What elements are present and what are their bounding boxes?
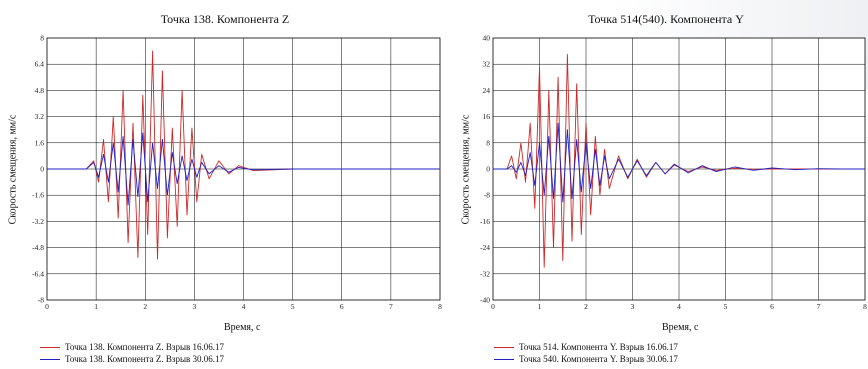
- y-tick-label: -8: [38, 296, 44, 305]
- x-tick-label: 1: [94, 302, 98, 311]
- x-tick-label: 0: [45, 302, 49, 311]
- y-tick-label: 40: [483, 34, 491, 43]
- chart-title: Точка 514(540). Компонента Y: [588, 12, 744, 26]
- legend: Точка 138. Компонента Z. Взрыв 16.06.17 …: [40, 341, 224, 365]
- legend-item: Точка 514. Компонента Y. Взрыв 16.06.17: [494, 341, 678, 353]
- legend-item: Точка 138. Компонента Z. Взрыв 16.06.17: [40, 341, 224, 353]
- x-tick-label: 5: [724, 302, 728, 311]
- y-tick-label: 24: [483, 86, 491, 95]
- y-tick-label: -8: [484, 191, 490, 200]
- x-tick-label: 5: [291, 302, 295, 311]
- legend-label: Точка 540. Компонента Y. Взрыв 30.06.17: [519, 354, 678, 364]
- chart-panel-left: Точка 138. Компонента Z Скорость смещени…: [8, 12, 443, 365]
- legend-swatch-blue: [494, 358, 514, 360]
- x-tick-label: 4: [242, 302, 246, 311]
- y-tick-label: 0: [40, 165, 44, 174]
- x-tick-label: 2: [143, 302, 147, 311]
- legend-item: Точка 540. Компонента Y. Взрыв 30.06.17: [494, 353, 678, 365]
- y-tick-label: 0: [486, 165, 490, 174]
- y-tick-label: -4.8: [32, 243, 44, 252]
- chart-plot-area: 0 1 2 3 4 5 6 7 8 40 32 24 16 8 0 -8 -16 -24 -32 -40: [480, 34, 867, 312]
- legend-label: Точка 514. Компонента Y. Взрыв 16.06.17: [519, 342, 678, 352]
- chart-panel-right: Точка 514(540). Компонента Y Скорость см…: [456, 0, 868, 369]
- legend-swatch-red: [494, 346, 514, 348]
- x-tick-label: 6: [340, 302, 344, 311]
- y-tick-label: 8: [486, 138, 490, 147]
- y-tick-label: 32: [483, 60, 491, 69]
- y-tick-label: -6.4: [32, 269, 44, 278]
- x-tick-label: 8: [863, 302, 867, 311]
- y-tick-label: 16: [483, 112, 491, 121]
- y-tick-label: -3.2: [32, 217, 44, 226]
- legend-item: Точка 138. Компонента Z. Взрыв 30.06.17: [40, 353, 224, 365]
- x-tick-label: 7: [389, 302, 393, 311]
- x-tick-label: 3: [631, 302, 635, 311]
- x-axis-label: Время, с: [662, 322, 699, 333]
- legend-label: Точка 138. Компонента Z. Взрыв 30.06.17: [65, 354, 225, 364]
- y-tick-label: -32: [480, 269, 490, 278]
- x-tick-label: 7: [817, 302, 821, 311]
- x-tick-label: 6: [770, 302, 774, 311]
- x-axis-label: Время, с: [224, 322, 261, 333]
- legend-label: Точка 138. Компонента Z. Взрыв 16.06.17: [65, 342, 225, 352]
- legend-swatch-red: [40, 346, 60, 348]
- y-tick-label: 1.6: [35, 138, 45, 147]
- x-tick-label: 2: [584, 302, 588, 311]
- y-tick-label: -16: [480, 217, 490, 226]
- chart-title: Точка 138. Компонента Z: [160, 12, 290, 26]
- series-line-2: [47, 132, 440, 206]
- y-tick-label: 4.8: [35, 86, 45, 95]
- x-tick-label: 0: [491, 302, 495, 311]
- y-tick-label: -1.6: [32, 191, 44, 200]
- y-tick-label: 6.4: [35, 60, 45, 69]
- series-line-2: [493, 122, 865, 203]
- y-tick-label: 8: [40, 34, 44, 43]
- legend: Точка 514. Компонента Y. Взрыв 16.06.17 …: [494, 341, 678, 365]
- chart-plot-area: 0 1 2 3 4 5 6 7 8 8 6.4 4.8 3.2 1.6 0 -1.6 -3.2 -4.8 -6.4 -…: [32, 34, 442, 312]
- x-tick-label: 4: [677, 302, 681, 311]
- y-tick-label: -40: [480, 296, 490, 305]
- legend-swatch-blue: [40, 358, 60, 360]
- x-tick-label: 8: [438, 302, 442, 311]
- x-tick-label: 1: [538, 302, 542, 311]
- y-tick-label: -24: [480, 243, 490, 252]
- x-tick-label: 3: [193, 302, 197, 311]
- y-tick-label: 3.2: [35, 112, 45, 121]
